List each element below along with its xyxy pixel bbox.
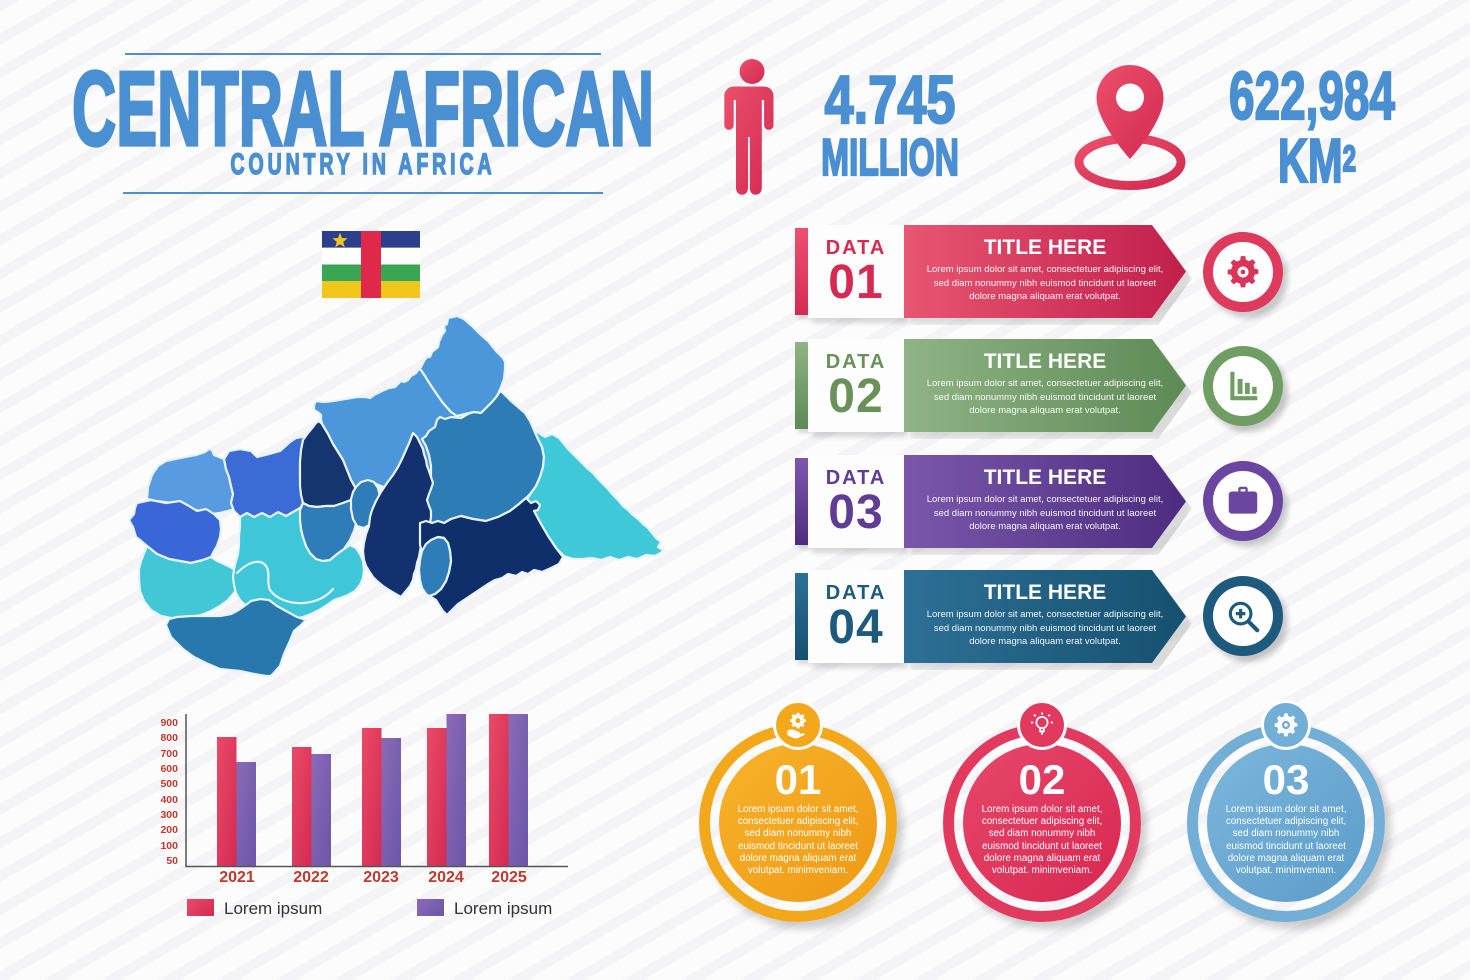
svg-text:2024: 2024: [428, 869, 464, 886]
svg-text:100: 100: [160, 840, 178, 852]
svg-text:300: 300: [160, 809, 178, 821]
svg-text:600: 600: [160, 763, 178, 775]
svg-text:900: 900: [160, 717, 178, 729]
svg-text:500: 500: [160, 778, 178, 790]
svg-text:400: 400: [160, 794, 178, 806]
svg-text:700: 700: [160, 748, 178, 760]
svg-text:50: 50: [166, 855, 178, 867]
svg-text:2022: 2022: [293, 869, 329, 886]
svg-text:200: 200: [160, 824, 178, 836]
svg-text:2025: 2025: [491, 869, 527, 886]
svg-text:2023: 2023: [363, 869, 399, 886]
svg-text:2021: 2021: [219, 869, 255, 886]
svg-text:800: 800: [160, 732, 178, 744]
